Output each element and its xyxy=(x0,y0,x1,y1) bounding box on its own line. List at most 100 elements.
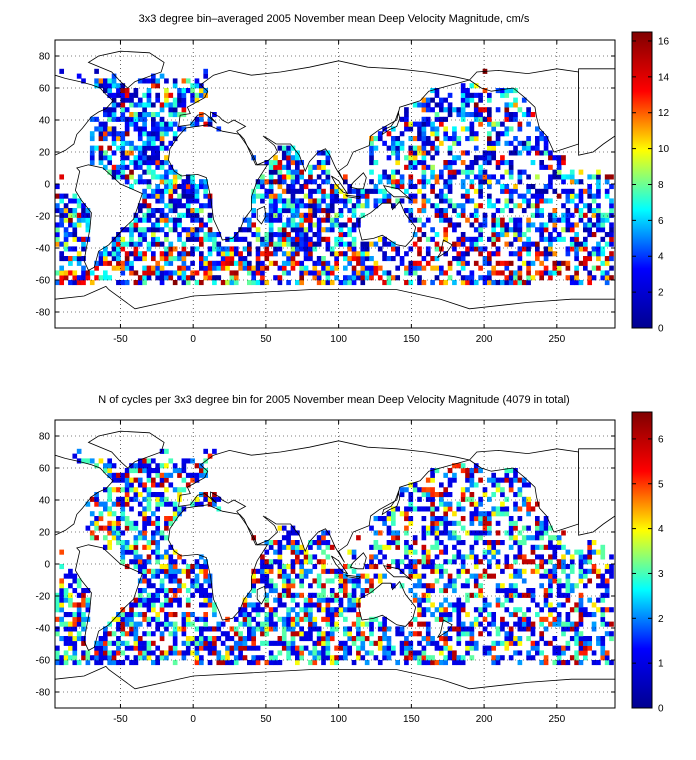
data-cell xyxy=(142,155,147,161)
data-cell xyxy=(151,251,156,257)
data-cell xyxy=(338,568,344,574)
data-cell xyxy=(268,236,274,242)
data-cell xyxy=(137,164,143,170)
data-cell xyxy=(172,559,178,565)
data-cell xyxy=(116,626,121,632)
data-cell xyxy=(299,549,305,555)
data-cell xyxy=(434,116,440,122)
data-cell xyxy=(299,174,305,180)
data-cell xyxy=(321,160,326,166)
data-cell xyxy=(377,265,383,271)
data-cell xyxy=(469,97,475,103)
data-cell xyxy=(142,506,147,512)
data-cell xyxy=(421,636,427,642)
data-cell xyxy=(59,193,65,199)
data-cell xyxy=(469,468,475,474)
data-cell xyxy=(412,232,418,238)
data-cell xyxy=(159,116,165,122)
data-cell xyxy=(137,588,143,594)
data-cell xyxy=(277,160,283,166)
data-cell xyxy=(334,188,339,194)
data-cell xyxy=(85,458,91,464)
data-cell xyxy=(277,554,283,560)
data-cell xyxy=(164,126,169,132)
data-cell xyxy=(343,583,348,589)
data-cell xyxy=(469,520,475,526)
velocity-magnitude-panel: 3x3 degree bin–averaged 2005 November me… xyxy=(36,13,670,345)
data-cell xyxy=(460,265,466,271)
data-cell xyxy=(556,174,562,180)
data-cell xyxy=(500,626,505,632)
data-cell xyxy=(399,568,405,574)
data-cell xyxy=(76,621,82,627)
data-cell xyxy=(408,573,414,579)
data-cell xyxy=(281,568,287,574)
data-cell xyxy=(321,530,326,536)
data-cell xyxy=(111,131,117,137)
data-cell xyxy=(103,650,108,656)
data-cell xyxy=(500,232,505,238)
data-cell xyxy=(391,511,396,517)
data-cell xyxy=(268,193,274,199)
data-cell xyxy=(216,260,222,266)
data-cell xyxy=(425,496,431,502)
data-cell xyxy=(504,102,510,108)
data-cell xyxy=(460,621,466,627)
data-cell xyxy=(421,621,427,627)
data-cell xyxy=(417,145,422,151)
data-cell xyxy=(63,655,69,661)
data-cell xyxy=(85,650,91,656)
coastline-segment xyxy=(358,580,417,627)
data-cell xyxy=(500,160,505,166)
data-cell xyxy=(55,270,60,276)
data-cell xyxy=(574,256,579,262)
data-cell xyxy=(526,511,531,517)
data-cell xyxy=(116,256,121,262)
data-cell xyxy=(487,97,492,103)
data-cell xyxy=(194,83,200,89)
data-cell xyxy=(587,203,593,209)
data-cell xyxy=(430,169,435,175)
data-cell xyxy=(417,102,422,108)
data-cell xyxy=(63,256,69,262)
data-cell xyxy=(434,246,440,252)
data-cell xyxy=(596,660,601,666)
data-cell xyxy=(600,554,606,560)
data-cell xyxy=(207,232,213,238)
data-cell xyxy=(316,164,322,170)
data-cell xyxy=(155,472,161,478)
coastline-segment xyxy=(344,194,362,199)
data-cell xyxy=(377,578,383,584)
data-cell xyxy=(574,275,579,281)
data-cell xyxy=(137,597,143,603)
data-cell xyxy=(591,549,597,555)
data-cell xyxy=(137,232,143,238)
data-cell xyxy=(255,626,261,632)
data-cell xyxy=(185,227,191,233)
data-cell xyxy=(487,150,492,156)
data-cell xyxy=(207,645,213,651)
data-cell xyxy=(439,270,444,276)
data-cell xyxy=(469,112,475,118)
data-cell xyxy=(478,227,483,233)
data-cell xyxy=(526,265,531,271)
data-cell xyxy=(382,544,387,550)
data-cell xyxy=(504,227,510,233)
data-cell xyxy=(569,246,575,252)
data-cell xyxy=(281,535,287,541)
data-cell xyxy=(487,107,492,113)
data-cell xyxy=(439,501,444,507)
data-cell xyxy=(137,621,143,627)
data-cell xyxy=(574,660,579,666)
data-cell xyxy=(151,174,156,180)
data-cell xyxy=(116,477,121,483)
data-cell xyxy=(146,506,152,512)
data-cell xyxy=(500,655,505,661)
data-cell xyxy=(107,145,113,151)
data-cell xyxy=(504,607,510,613)
data-cell xyxy=(508,217,514,223)
data-cell xyxy=(185,472,191,478)
data-cell xyxy=(325,597,331,603)
data-cell xyxy=(404,506,409,512)
data-cell xyxy=(133,251,139,257)
